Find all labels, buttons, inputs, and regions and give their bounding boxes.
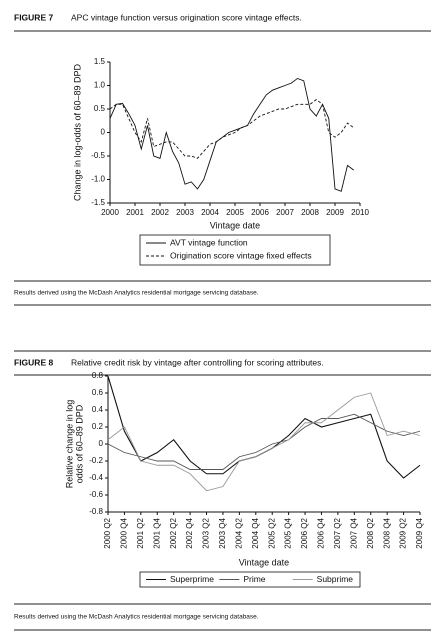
legend-label: Subprime	[317, 574, 354, 584]
x-tick-label: 2003 Q2	[202, 517, 211, 548]
x-tick-label: 2006	[251, 208, 269, 217]
series-line	[107, 375, 421, 479]
y-tick-label: -0.2	[89, 456, 103, 465]
legend-label: Superprime	[170, 574, 214, 584]
x-tick-label: 2009 Q4	[415, 517, 424, 548]
y-tick-label: 0.8	[92, 371, 104, 380]
y-axis-label: Change in log-odds of 60–89 DPD	[72, 63, 82, 201]
legend-label: Origination score vintage fixed effects	[170, 250, 312, 260]
x-tick-label: 2010	[351, 208, 369, 217]
x-tick-label: 2008	[301, 208, 319, 217]
figure-note: Results derived using the McDash Analyti…	[14, 290, 259, 297]
x-tick-label: 2003	[176, 208, 194, 217]
series-line	[107, 392, 421, 492]
y-tick-label: 0.6	[92, 388, 104, 397]
series-line	[107, 413, 421, 470]
y-axis-label: Relative change in log	[64, 400, 74, 489]
x-tick-label: 2006 Q4	[317, 517, 326, 548]
x-tick-label: 2002 Q2	[169, 517, 178, 548]
x-tick-label: 2009 Q2	[399, 517, 408, 548]
x-tick-label: 2003 Q4	[218, 517, 227, 548]
legend-label: AVT vintage function	[170, 237, 248, 247]
x-tick-label: 2006 Q2	[300, 517, 309, 548]
x-tick-label: 2008 Q4	[382, 517, 391, 548]
figure-label: FIGURE 8	[14, 357, 53, 367]
series-line	[109, 77, 355, 192]
y-tick-label: 1.0	[94, 81, 106, 90]
y-tick-label: -0.5	[91, 151, 105, 160]
x-tick-label: 2001 Q4	[152, 517, 161, 548]
y-axis-label: odds of 60–89 DPD	[74, 404, 84, 483]
y-tick-label: 0.4	[92, 405, 104, 414]
figure-label: FIGURE 7	[14, 12, 53, 22]
y-tick-label: -1.5	[91, 198, 105, 207]
figure-title: APC vintage function versus origination …	[71, 12, 302, 22]
figure-note: Results derived using the McDash Analyti…	[14, 614, 259, 621]
x-tick-label: 2001 Q2	[136, 517, 145, 548]
y-tick-label: 0.2	[92, 422, 104, 431]
x-tick-label: 2009	[326, 208, 344, 217]
y-tick-label: 0.5	[94, 104, 106, 113]
x-tick-label: 2002 Q4	[185, 517, 194, 548]
x-tick-label: 2004 Q4	[251, 517, 260, 548]
y-tick-label: 0	[101, 128, 106, 137]
x-tick-label: 2001	[126, 208, 144, 217]
x-tick-label: 2000 Q2	[103, 517, 112, 548]
legend-box	[139, 571, 361, 588]
x-tick-label: 2005 Q4	[284, 517, 293, 548]
x-axis-label: Vintage date	[210, 220, 260, 230]
y-tick-label: -1.0	[91, 175, 105, 184]
x-tick-label: 2000	[101, 208, 119, 217]
legend-label: Prime	[243, 574, 265, 584]
x-tick-label: 2005	[226, 208, 244, 217]
y-tick-label: -0.6	[89, 490, 103, 499]
x-tick-label: 2005 Q2	[267, 517, 276, 548]
figure-title: Relative credit risk by vintage after co…	[71, 357, 324, 367]
x-tick-label: 2004 Q2	[234, 517, 243, 548]
x-tick-label: 2004	[201, 208, 219, 217]
x-tick-label: 2002	[151, 208, 169, 217]
x-tick-label: 2008 Q2	[366, 517, 375, 548]
legend-box	[139, 234, 331, 266]
y-tick-label: -0.4	[89, 473, 103, 482]
y-tick-label: 1.5	[94, 57, 106, 66]
x-tick-label: 2000 Q4	[120, 517, 129, 548]
x-axis-label: Vintage date	[239, 557, 289, 567]
x-tick-label: 2007 Q4	[349, 517, 358, 548]
y-tick-label: 0	[99, 439, 104, 448]
y-tick-label: -0.8	[89, 507, 103, 516]
x-tick-label: 2007	[276, 208, 294, 217]
x-tick-label: 2007 Q2	[333, 517, 342, 548]
